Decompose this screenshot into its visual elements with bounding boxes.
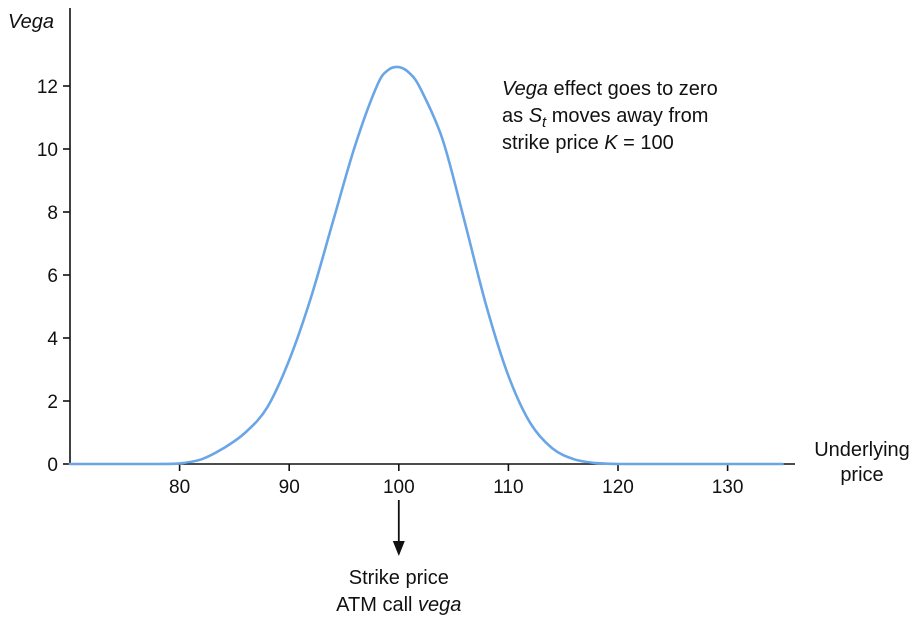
x-tick-label: 100 — [383, 477, 415, 498]
x-tick-label: 130 — [712, 477, 744, 498]
annotation-note-segment: K — [604, 132, 619, 154]
annotation-note-segment: moves away from — [546, 105, 708, 127]
y-tick-label: 12 — [37, 77, 58, 98]
annotation-note-line-3: strike price K = 100 — [502, 132, 674, 154]
annotation-note: Vega effect goes to zero as St moves away… — [502, 78, 718, 154]
strike-label: Strike price ATM call vega — [336, 567, 461, 616]
x-tick-label: 80 — [169, 477, 190, 498]
annotation-note-segment: as — [502, 105, 529, 127]
y-tick-label: 8 — [47, 203, 58, 224]
x-tick-label: 120 — [602, 477, 634, 498]
y-tick-label: 10 — [37, 140, 58, 161]
x-tick-label: 110 — [493, 477, 523, 498]
strike-label-segment: ATM call — [336, 594, 418, 616]
strike-label-segment: vega — [418, 594, 461, 616]
annotation-note-segment: = 100 — [618, 132, 674, 154]
y-tick-label: 6 — [47, 266, 58, 287]
x-axis-label-line-1: Underlying — [814, 439, 910, 461]
y-tick-label: 4 — [47, 329, 58, 350]
y-ticks: 0 2 4 6 8 10 12 — [37, 77, 70, 476]
vega-curve — [68, 65, 784, 466]
strike-label-segment: Strike price — [349, 567, 449, 589]
x-tick-label: 90 — [279, 477, 300, 498]
x-axis-label-line-2: price — [840, 464, 883, 486]
annotation-note-segment: t — [542, 114, 547, 131]
annotation-note-segment: Vega — [502, 78, 548, 100]
strike-arrow-head — [392, 541, 405, 556]
x-ticks: 80 90 100 110 120 130 — [169, 464, 743, 498]
annotation-note-line-2: as St moves away from — [502, 105, 708, 131]
annotation-note-line-1: Vega effect goes to zero — [502, 78, 718, 100]
y-axis-label: Vega — [8, 11, 54, 33]
strike-label-line-1: Strike price — [349, 567, 449, 589]
strike-arrow — [392, 500, 405, 556]
annotation-note-segment: S — [529, 105, 543, 127]
strike-label-line-2: ATM call vega — [336, 594, 461, 616]
annotation-note-segment: effect goes to zero — [548, 78, 718, 100]
annotation-note-segment: strike price — [502, 132, 604, 154]
y-tick-label: 0 — [47, 455, 58, 476]
y-tick-label: 2 — [47, 392, 58, 413]
